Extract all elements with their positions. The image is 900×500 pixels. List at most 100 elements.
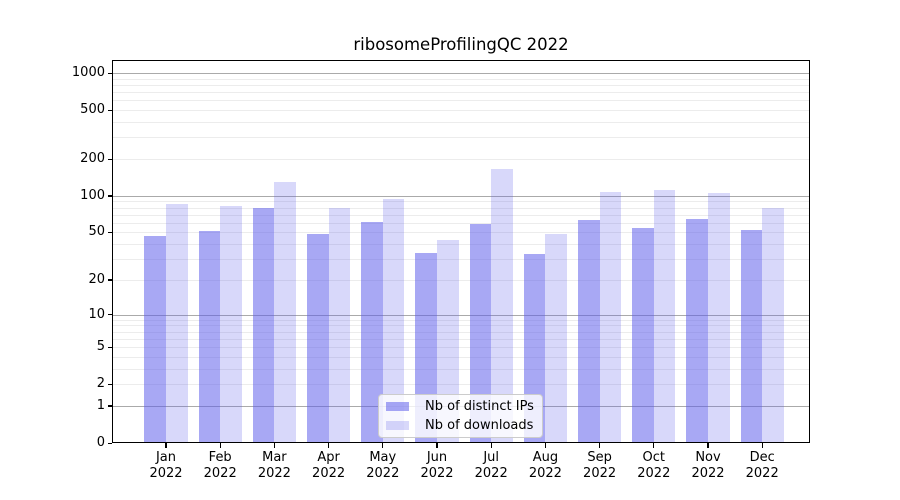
minor-gridline <box>112 207 810 209</box>
x-axis-tick-label: Jun 2022 <box>410 450 464 481</box>
x-axis-tick <box>273 443 276 448</box>
x-axis-tick <box>653 443 655 448</box>
y-axis-tick-label: 0 <box>96 435 105 450</box>
minor-gridline <box>112 356 810 358</box>
bar-downloads <box>653 189 676 443</box>
y-axis-tick-label: 500 <box>80 102 105 118</box>
bar-distinct-ips <box>361 221 383 443</box>
x-axis-tick-label: Mar 2022 <box>247 450 301 481</box>
x-tick-year: 2022 <box>583 465 617 481</box>
x-tick-year: 2022 <box>420 465 454 481</box>
x-axis-tick <box>219 443 221 448</box>
bar-downloads <box>166 203 188 443</box>
minor-gridline <box>112 92 810 94</box>
bar-distinct-ips <box>686 218 708 443</box>
minor-gridline <box>112 122 810 124</box>
y-axis-tick <box>107 346 112 348</box>
minor-gridline <box>112 78 810 80</box>
bar-downloads <box>382 199 405 443</box>
major-gridline <box>112 195 810 197</box>
y-axis-tick-label: 5 <box>96 339 105 355</box>
bar-downloads <box>491 169 513 443</box>
x-axis-tick <box>328 443 330 448</box>
minor-gridline <box>112 347 810 349</box>
y-axis-tick-label: 100 <box>80 187 105 203</box>
y-axis-tick <box>107 314 112 316</box>
minor-gridline <box>112 84 810 86</box>
x-tick-month: Feb <box>208 450 232 465</box>
x-tick-year: 2022 <box>691 465 725 481</box>
y-axis-tick-label: 1 <box>96 397 105 413</box>
minor-gridline <box>112 232 810 234</box>
x-axis-tick <box>761 443 763 448</box>
x-axis-tick <box>544 443 547 448</box>
minor-gridline <box>112 319 810 321</box>
y-axis-tick <box>107 72 112 74</box>
bar-distinct-ips <box>740 230 763 443</box>
x-tick-month: Sep <box>587 450 612 465</box>
minor-gridline <box>112 159 810 161</box>
minor-gridline <box>112 137 810 139</box>
bar-downloads <box>599 192 622 443</box>
x-axis-tick <box>165 443 167 448</box>
bar-distinct-ips <box>577 220 600 443</box>
bar-distinct-ips <box>198 231 221 443</box>
x-tick-month: Mar <box>262 450 287 465</box>
x-tick-year: 2022 <box>745 465 779 481</box>
x-axis-tick-label: Oct 2022 <box>627 450 681 481</box>
x-tick-month: Aug <box>532 450 559 465</box>
minor-gridline <box>112 325 810 327</box>
x-axis-tick-label: Jul 2022 <box>464 450 518 481</box>
x-tick-month: Dec <box>749 450 775 465</box>
x-tick-month: Oct <box>642 450 666 465</box>
minor-gridline <box>112 338 810 340</box>
x-tick-year: 2022 <box>528 465 562 481</box>
x-axis-tick <box>707 443 709 448</box>
x-axis-tick <box>436 443 438 448</box>
y-axis-tick-label: 10 <box>88 306 105 322</box>
x-tick-month: Apr <box>317 450 340 465</box>
x-tick-year: 2022 <box>366 465 400 481</box>
y-axis-tick <box>107 195 112 197</box>
x-tick-year: 2022 <box>203 465 237 481</box>
y-axis-tick <box>107 442 112 444</box>
x-axis-tick <box>490 443 492 448</box>
legend: Nb of distinct IPs Nb of downloads <box>378 394 543 438</box>
legend-row: Nb of downloads <box>379 416 542 435</box>
bar-downloads <box>274 181 297 443</box>
bar-downloads <box>762 208 784 443</box>
x-axis-tick-label: Nov 2022 <box>681 450 735 481</box>
x-axis-tick-label: Jan 2022 <box>139 450 193 481</box>
minor-gridline <box>112 259 810 261</box>
y-axis-tick-label: 1000 <box>71 65 105 81</box>
y-axis-tick <box>107 405 112 407</box>
bar-distinct-ips <box>144 235 166 443</box>
minor-gridline <box>112 279 810 281</box>
x-axis-tick-label: Apr 2022 <box>302 450 356 481</box>
x-tick-month: Jul <box>483 450 500 465</box>
y-axis-tick <box>107 279 112 281</box>
minor-gridline <box>112 110 810 112</box>
x-axis-tick-label: May 2022 <box>356 450 410 481</box>
y-axis-tick-label: 200 <box>80 151 105 167</box>
bar-distinct-ips <box>252 208 275 443</box>
y-axis-tick <box>107 109 112 111</box>
x-axis-tick-label: Feb 2022 <box>193 450 247 481</box>
minor-gridline <box>112 214 810 216</box>
minor-gridline <box>112 222 810 224</box>
major-gridline <box>112 73 810 75</box>
minor-gridline <box>112 100 810 102</box>
y-axis-tick <box>107 383 112 385</box>
legend-swatch-distinct-ips <box>386 401 409 412</box>
bar-downloads <box>328 207 351 443</box>
legend-swatch-downloads <box>386 420 409 431</box>
bar-downloads <box>545 233 568 443</box>
legend-label-downloads: Nb of downloads <box>425 418 534 433</box>
y-axis-tick-label: 50 <box>88 224 105 240</box>
x-axis-tick-label: Sep 2022 <box>573 450 627 481</box>
x-tick-year: 2022 <box>637 465 671 481</box>
bar-distinct-ips <box>306 233 329 443</box>
bar-downloads <box>708 193 730 443</box>
minor-gridline <box>112 244 810 246</box>
